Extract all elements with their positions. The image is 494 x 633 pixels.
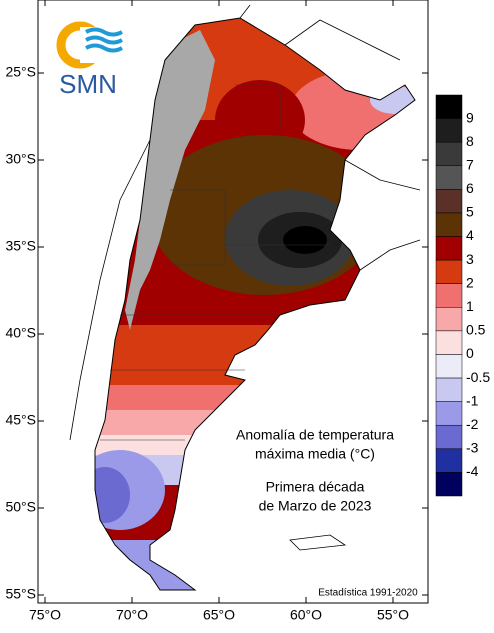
legend-label: 5 [466,204,474,220]
legend-swatch [435,165,463,190]
annotation-title: Anomalía de temperatura [236,427,394,443]
lat-label: 25°S [5,64,36,80]
legend-label: 7 [466,156,474,172]
annotation-period: de Marzo de 2023 [259,498,372,514]
legend-label: 4 [466,227,474,243]
legend-swatch [435,283,463,308]
smn-logo: SMN [56,21,123,99]
legend-label: 6 [466,180,474,196]
annotation-title: máxima media (°C) [255,446,375,462]
legend-label: 2 [466,274,474,290]
legend-label: 9 [466,109,474,125]
lon-label: 70°O [116,607,148,623]
legend-swatch [435,401,463,426]
legend-label: -1 [466,392,479,408]
legend-swatch [435,141,463,167]
legend-label: 1 [466,298,474,314]
legend-label: 0 [466,345,474,361]
legend-label: -2 [466,416,479,432]
lon-label: 55°O [377,607,409,623]
lat-label: 30°S [5,151,36,167]
legend-swatch [435,330,463,355]
legend-label: -4 [466,463,479,479]
legend-swatch [435,424,463,450]
legend-swatch [435,354,463,379]
legend-label: 0.5 [466,322,486,338]
neighbor-borders [69,4,421,551]
province-lines [100,84,330,441]
lat-label: 50°S [5,499,36,515]
country-outline [94,17,416,591]
legend-swatch [435,212,463,237]
lon-label: 65°O [203,607,235,623]
legend-swatch [435,472,463,497]
lat-label: 45°S [5,412,36,428]
lat-label: 35°S [5,238,36,254]
annotation-period: Primera década [266,479,365,495]
lon-label: 75°O [29,607,61,623]
lat-label: 40°S [5,325,36,341]
legend-swatch [435,94,463,119]
legend-label: 3 [466,251,474,267]
lat-label: 55°S [5,586,36,602]
legend-label: -0.5 [466,369,490,385]
legend-swatch [435,118,463,143]
logo-text: SMN [59,69,117,99]
legend-swatch [435,189,463,214]
source-note: Estadística 1991-2020 [318,588,418,599]
lon-label: 60°O [290,607,322,623]
legend-swatch [435,307,463,332]
legend-swatch [435,448,463,473]
legend-swatch [435,259,463,284]
legend-label: 8 [466,133,474,149]
legend-label: -3 [466,440,479,456]
legend-swatch [435,377,463,402]
legend-swatch [435,236,463,261]
